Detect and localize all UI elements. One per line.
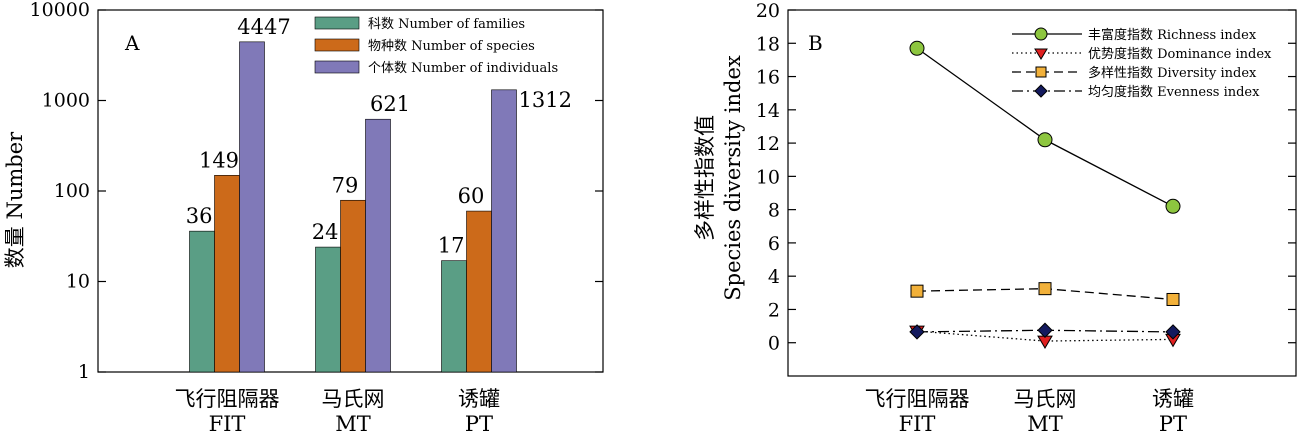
bars-a: [189, 41, 517, 373]
plot-frame-b: [787, 9, 1297, 377]
marker-square: [1035, 66, 1047, 78]
y-tick-label-a: 1000: [42, 90, 90, 112]
marker-square: [1166, 292, 1180, 306]
legend-swatch: [314, 38, 360, 52]
marker-diamond: [1034, 84, 1048, 98]
marker-circle: [1165, 198, 1181, 214]
y-tick-label-b: 2: [768, 299, 780, 321]
legend-swatch: [314, 60, 360, 74]
y-tick-label-b: 12: [756, 133, 780, 155]
y-tick-label-a: 100: [54, 180, 90, 202]
panel-label-b: B: [808, 31, 823, 55]
legend-label: 优势度指数 Dominance index: [1088, 46, 1272, 62]
y-tick-label-a: 10000: [30, 0, 90, 21]
marker-square: [910, 284, 924, 298]
legend-label: 个体数 Number of individuals: [368, 61, 558, 76]
y-axis-ticks-b: 0 2 4 6 8 10 12 14 16 18 20: [756, 0, 1296, 355]
marker-diamond: [1165, 324, 1181, 340]
y-tick-label-a: 1: [78, 361, 90, 383]
marker-diamond: [909, 324, 925, 340]
legend-b: 丰富度指数 Richness index 优势度指数 Dominance inde…: [1012, 27, 1272, 100]
x-category-en: MT: [335, 412, 371, 435]
x-category-zh: 诱罐: [1152, 387, 1194, 411]
x-category-zh: 诱罐: [458, 387, 500, 411]
y-tick-label-b: 0: [768, 333, 780, 355]
legend-label: 科数 Number of families: [368, 17, 525, 32]
legend-label: 物种数 Number of species: [368, 39, 535, 54]
marker-circle: [909, 40, 925, 56]
y-tick-label-b: 14: [756, 100, 780, 122]
y-axis-ticks-a: 1 10 100 1000 10000: [30, 0, 603, 383]
bar: [441, 260, 467, 373]
y-tick-label-a: 10: [66, 271, 90, 293]
y-tick-label-b: 18: [756, 33, 780, 55]
data-label: 36: [186, 204, 213, 228]
x-category-en: MT: [1027, 412, 1063, 435]
y-tick-label-b: 10: [756, 166, 780, 188]
chart-a: A 数量 Number 1 10 100 1000 10000 36 149 4447 24 7…: [3, 0, 604, 435]
y-axis-label-b-en: Species diversity index: [721, 55, 745, 301]
y-tick-label-b: 4: [768, 266, 780, 288]
data-label: 621: [370, 92, 410, 116]
y-tick-label-b: 20: [756, 0, 780, 22]
panel-label-a: A: [124, 31, 140, 55]
x-category-zh: 马氏网: [322, 387, 385, 411]
x-category-en: FIT: [899, 412, 936, 435]
series-markers-b: [909, 40, 1181, 350]
marker-diamond: [1037, 322, 1053, 338]
bar: [239, 41, 265, 373]
x-category-zh: 飞行阻隔器: [865, 387, 970, 411]
data-label: 149: [199, 148, 239, 172]
x-category-zh: 飞行阻隔器: [175, 387, 280, 411]
x-category-en: PT: [1159, 412, 1187, 435]
x-category-en: PT: [465, 412, 493, 435]
marker-square: [1038, 282, 1052, 296]
y-tick-label-b: 6: [768, 233, 780, 255]
bar: [491, 89, 517, 373]
data-label: 24: [312, 220, 339, 244]
marker-circle: [1037, 132, 1053, 148]
data-label: 17: [438, 234, 465, 258]
y-tick-label-b: 8: [768, 200, 780, 222]
marker-triangle: [1034, 48, 1048, 60]
y-tick-label-b: 16: [756, 67, 780, 89]
x-category-zh: 马氏网: [1014, 387, 1077, 411]
bar: [214, 175, 240, 373]
y-axis-label-a: 数量 Number: [3, 131, 27, 268]
data-labels-a: 36 149 4447 24 79 621 17 60 1312: [186, 15, 572, 258]
bar: [189, 230, 215, 373]
data-label: 60: [458, 184, 485, 208]
marker-circle: [1034, 27, 1048, 41]
bar: [365, 118, 391, 373]
data-label: 1312: [519, 88, 572, 112]
legend-label: 丰富度指数 Richness index: [1088, 27, 1257, 43]
legend-label: 多样性指数 Diversity index: [1088, 65, 1257, 81]
y-axis-label-b-zh: 多样性指数值: [693, 115, 717, 241]
data-label: 79: [332, 173, 359, 197]
legend-label: 均匀度指数 Evenness index: [1088, 84, 1260, 100]
chart-b: B 多样性指数值 Species diversity index 0 2 4 6 8 10…: [693, 0, 1297, 435]
bar: [340, 199, 366, 373]
bar: [315, 246, 341, 373]
bar: [466, 210, 492, 373]
legend-a: 科数 Number of families 物种数 Number of speci…: [314, 16, 558, 76]
legend-swatch: [314, 16, 360, 30]
data-label: 4447: [237, 15, 290, 39]
x-category-en: FIT: [209, 412, 246, 435]
